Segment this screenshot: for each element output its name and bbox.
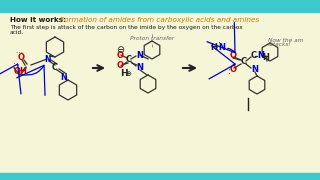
Text: O: O [18, 53, 25, 62]
Text: ·: · [218, 38, 221, 48]
Text: C: C [126, 55, 132, 64]
Text: Now the am: Now the am [268, 37, 303, 42]
Text: attacks!: attacks! [268, 42, 292, 48]
FancyArrowPatch shape [0, 64, 21, 94]
Text: O: O [230, 64, 237, 73]
Text: H: H [120, 69, 128, 78]
Text: :: : [228, 68, 231, 76]
Bar [0, 173, 320, 180]
Text: OH: OH [14, 68, 28, 76]
Text: 2: 2 [215, 46, 219, 51]
Text: ⋯: ⋯ [15, 50, 22, 56]
Text: N: N [44, 55, 51, 64]
Text: acid.: acid. [10, 30, 24, 35]
Text: H: H [210, 44, 217, 53]
Text: N: N [136, 51, 143, 60]
FancyArrowPatch shape [17, 65, 45, 95]
Text: C: C [251, 51, 257, 60]
Text: C: C [241, 57, 247, 66]
Text: ⊖: ⊖ [116, 45, 124, 55]
Text: N: N [257, 51, 264, 60]
Text: Formation of amides from carboxylic acids and amines: Formation of amides from carboxylic acid… [60, 17, 259, 23]
FancyArrowPatch shape [207, 23, 235, 53]
Text: How it works:: How it works: [10, 17, 68, 23]
Bar [0, 0, 320, 12]
Text: C: C [52, 64, 58, 73]
Text: Proton transfer: Proton transfer [130, 37, 174, 42]
Text: O: O [230, 51, 237, 60]
Text: O: O [117, 62, 124, 71]
Text: :: : [13, 61, 16, 70]
Text: N: N [136, 64, 143, 73]
Text: ⊕: ⊕ [125, 71, 131, 77]
Text: N: N [218, 44, 225, 53]
Text: O: O [117, 51, 124, 60]
FancyArrowPatch shape [209, 46, 235, 79]
Text: H: H [262, 53, 269, 62]
Text: N: N [251, 66, 258, 75]
Text: N: N [60, 73, 67, 82]
Text: The first step is attack of the carbon on the imide by the oxygen on the carbox: The first step is attack of the carbon o… [10, 24, 243, 30]
